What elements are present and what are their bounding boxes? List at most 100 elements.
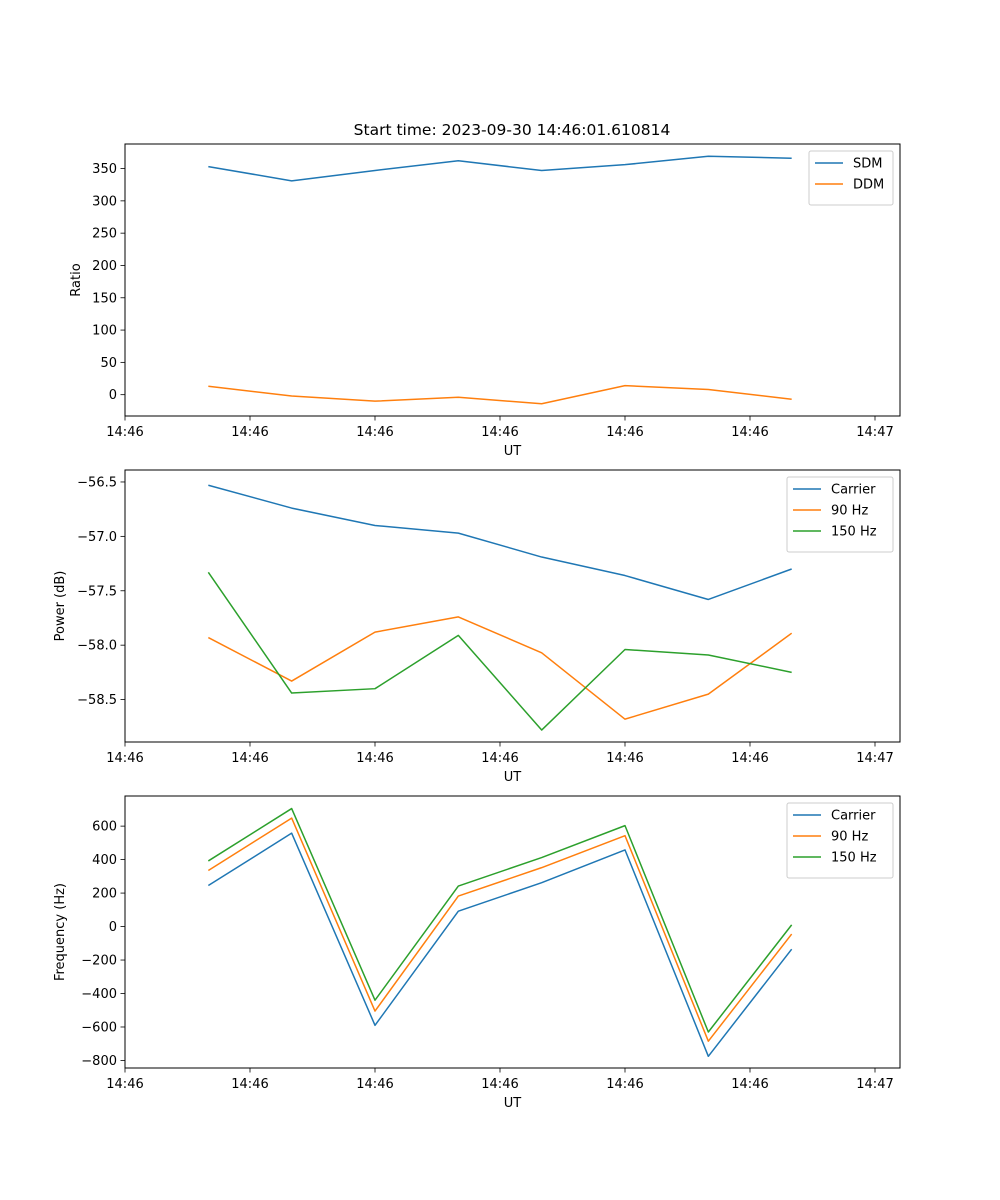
data-point-carrier [540,555,544,559]
x-tick-label: 14:46 [731,425,768,440]
data-point-150-hz [790,923,794,927]
x-tick-label: 14:47 [856,425,893,440]
data-point-90-hz [373,630,377,634]
y-tick-label: −58.0 [77,639,117,654]
series-line-150-hz [207,571,792,731]
data-point-150-hz [623,648,627,652]
data-point-150-hz [706,653,710,657]
data-point-carrier [790,947,794,951]
y-tick-label: −200 [81,954,117,969]
x-tick-label: 14:46 [106,425,143,440]
plot-area-frame [124,795,901,1069]
data-point-carrier [373,1023,377,1027]
plot-area-frame [124,469,901,743]
y-tick-label: 350 [92,162,117,177]
series-line-carrier [208,484,792,601]
data-point-150-hz [290,807,294,811]
legend-label-sdm: SDM [853,157,882,172]
series-line-sdm [208,155,792,182]
legend-box [808,150,894,206]
power-panel: 14:46 14:46 14:46 14:46 14:46 14:46 14:47 −58.5… [53,469,901,785]
y-tick-label: 0 [109,388,117,403]
data-point-carrier [623,848,627,852]
plot-area-frame [124,143,901,417]
y-tick-label: −600 [81,1020,117,1035]
x-tick-label: 14:46 [481,1077,518,1092]
data-point-carrier [206,483,210,487]
x-axis-label: UT [504,1096,522,1111]
x-tick-label: 14:46 [606,1077,643,1092]
legend-label-ddm: DDM [853,178,884,193]
data-point-carrier [540,881,544,885]
x-axis-label: UT [504,770,522,785]
data-point-sdm [623,163,627,167]
data-point-carrier [290,831,294,835]
data-point-ddm [290,394,294,398]
data-point-90-hz [290,816,294,820]
data-point-sdm [456,159,460,163]
y-tick-label: 50 [100,356,117,371]
data-point-150-hz [206,859,210,863]
data-point-150-hz [790,670,794,674]
data-point-150-hz [290,691,294,695]
data-point-sdm [706,154,710,158]
legend-label-90-hz: 90 Hz [831,504,868,519]
y-tick-label: −400 [81,987,117,1002]
data-point-150-hz [373,687,377,691]
y-tick-label: 200 [92,887,117,902]
data-point-150-hz [206,570,210,574]
series-line-150-hz [207,807,793,1033]
y-axis-label: Power (dB) [53,571,68,642]
y-tick-label: −56.5 [77,475,117,490]
data-point-90-hz [706,692,710,696]
data-point-150-hz [540,856,544,860]
data-point-sdm [290,179,294,183]
legend-label-carrier: Carrier [831,483,876,498]
data-point-90-hz [456,615,460,619]
y-tick-label: 200 [92,259,117,274]
y-tick-label: 300 [92,194,117,209]
data-point-150-hz [456,633,460,637]
y-tick-label: −57.0 [77,530,117,545]
x-tick-label: 14:46 [106,1077,143,1092]
y-tick-label: 250 [92,227,117,242]
data-point-sdm [206,165,210,169]
y-tick-label: 600 [92,820,117,835]
data-point-90-hz [206,636,210,640]
legend-label-150-hz: 150 Hz [831,851,877,866]
series-line-ddm [208,384,792,405]
data-point-90-hz [706,1039,710,1043]
x-tick-label: 14:46 [731,751,768,766]
data-point-150-hz [623,824,627,828]
y-axis-label: Frequency (Hz) [53,883,68,981]
data-point-90-hz [540,651,544,655]
data-point-sdm [373,168,377,172]
series-line-carrier [207,832,793,1058]
x-tick-label: 14:46 [606,751,643,766]
x-tick-label: 14:46 [231,751,268,766]
data-point-carrier [623,574,627,578]
y-tick-label: 100 [92,324,117,339]
data-point-sdm [540,168,544,172]
x-tick-label: 14:46 [606,425,643,440]
y-tick-label: −57.5 [77,584,117,599]
data-point-150-hz [706,1030,710,1034]
x-tick-label: 14:46 [356,425,393,440]
data-point-90-hz [790,932,794,936]
x-tick-label: 14:46 [731,1077,768,1092]
data-point-carrier [373,523,377,527]
legend-label-150-hz: 150 Hz [831,525,877,540]
legend-box [786,476,894,553]
y-tick-label: 0 [109,920,117,935]
y-axis-label: Ratio [69,263,84,296]
data-point-150-hz [373,998,377,1002]
data-point-90-hz [623,717,627,721]
x-tick-label: 14:46 [231,425,268,440]
data-point-ddm [206,384,210,388]
data-point-90-hz [540,866,544,870]
legend-box [786,802,894,879]
ratio-panel: 14:46 14:46 14:46 14:46 14:46 14:46 14:47 0 50 10… [69,143,901,459]
chart-title: Start time: 2023-09-30 14:46:01.610814 [354,121,671,139]
data-point-ddm [456,395,460,399]
y-tick-label: −58.5 [77,693,117,708]
